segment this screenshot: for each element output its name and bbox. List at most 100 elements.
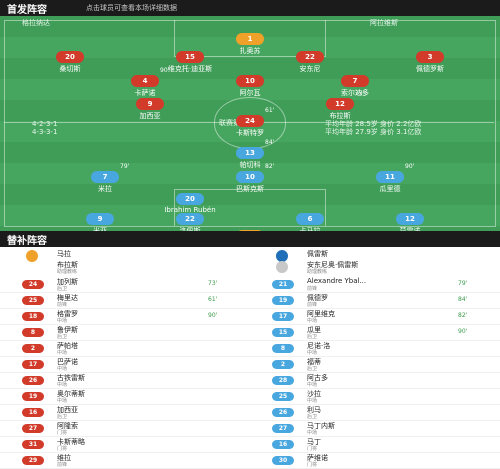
home-substitute[interactable]: 24 加列斯 后卫 73' bbox=[0, 277, 250, 292]
home-player[interactable]: 24 61' 卡斯特罗 bbox=[205, 107, 295, 138]
player-name: 尼诺·洛 bbox=[307, 342, 331, 350]
away-player[interactable]: 10 82' 巴斯克斯 bbox=[205, 163, 295, 194]
away-player[interactable]: 1萨乌尔 bbox=[205, 223, 295, 231]
player-name: 福蒂 bbox=[307, 358, 321, 366]
home-coach[interactable]: 马拉 bbox=[0, 247, 250, 265]
home-player[interactable]: 3 佩德罗斯 bbox=[385, 44, 475, 74]
player-name: 阿古多 bbox=[307, 374, 328, 382]
substitution-icon: 90' bbox=[208, 312, 218, 319]
player-position: 后卫 bbox=[57, 286, 68, 292]
away-substitute[interactable]: 8 尼诺·洛 中场 bbox=[250, 341, 500, 356]
player-number-badge: 19 bbox=[272, 296, 294, 305]
player-name: 阿隆索 bbox=[57, 422, 78, 430]
away-substitute[interactable]: 21 Alexandre Ybal... 前锋 79' bbox=[250, 277, 500, 292]
home-substitute[interactable]: 18 格雷罗 中场 90' bbox=[0, 309, 250, 324]
list-item: 18 格雷罗 中场 90' 17 阿里维克 中场 82' bbox=[0, 309, 500, 325]
player-name: 卡斯特罗 bbox=[236, 129, 264, 137]
substitution-icon: 90' bbox=[160, 67, 170, 74]
away-substitute[interactable]: 15 瓜里 后卫 90' bbox=[250, 325, 500, 340]
home-substitute[interactable]: 29 维拉 前锋 bbox=[0, 453, 250, 468]
home-substitute[interactable]: 31 卡斯蒂略 门将 bbox=[0, 437, 250, 452]
player-name: 瓜里德 bbox=[379, 185, 401, 193]
player-name: 佩德罗 bbox=[307, 294, 328, 302]
list-item: 26 古铁雷斯 中场 28 阿古多 中场 bbox=[0, 373, 500, 389]
home-assistant-coach[interactable]: 布拉斯 助理教练 bbox=[0, 260, 250, 278]
avatar bbox=[276, 261, 288, 273]
pitch-outline bbox=[4, 20, 496, 227]
player-position: 后卫 bbox=[57, 414, 68, 420]
player-number-badge: 9 bbox=[86, 213, 114, 225]
away-substitute[interactable]: 25 沙拉 中场 bbox=[250, 389, 500, 404]
substitution-icon: 90' bbox=[458, 328, 468, 335]
home-player[interactable]: 12 73' 布拉斯 bbox=[295, 90, 385, 121]
list-item: 31 卡斯蒂略 门将 16 马丁 门将 bbox=[0, 437, 500, 453]
away-assistant-coach[interactable]: 安东尼奥·佩雷斯 助理教练 bbox=[250, 260, 500, 278]
home-player[interactable]: 9 加西亚 bbox=[105, 91, 195, 121]
away-substitute[interactable]: 19 佩德罗 前锋 84' bbox=[250, 293, 500, 308]
home-player[interactable]: 4 90' 卡萨诺 bbox=[100, 67, 190, 98]
player-number-badge: 17 bbox=[22, 360, 44, 369]
home-substitute[interactable]: 25 梅里达 前锋 61' bbox=[0, 293, 250, 308]
home-substitute[interactable]: 16 加西亚 后卫 bbox=[0, 405, 250, 420]
player-number-badge: 8 bbox=[272, 344, 294, 353]
away-substitute[interactable]: 27 马丁内斯 中场 bbox=[250, 421, 500, 436]
away-player[interactable]: 9 米亚 bbox=[55, 206, 145, 231]
player-name: 梅里达 bbox=[57, 294, 78, 302]
list-item: 25 梅里达 前锋 61' 19 佩德罗 前锋 84' bbox=[0, 293, 500, 309]
home-player[interactable]: 7 索尔达多 bbox=[310, 68, 400, 98]
list-item: 29 维拉 前锋 30 萨维诺 门将 bbox=[0, 453, 500, 469]
home-player[interactable]: 20 桑切斯 bbox=[25, 44, 115, 74]
player-position: 后卫 bbox=[307, 366, 318, 372]
player-position: 中场 bbox=[307, 382, 318, 388]
away-substitute[interactable]: 16 马丁 门将 bbox=[250, 437, 500, 452]
away-substitute[interactable]: 26 利马 后卫 bbox=[250, 405, 500, 420]
away-player[interactable]: 22 洛佩斯 bbox=[145, 206, 235, 231]
substitution-icon: 73' bbox=[355, 90, 365, 97]
player-number-badge: 10 bbox=[236, 75, 264, 87]
player-number-badge: 11 bbox=[376, 171, 404, 183]
substitution-icon: 82' bbox=[265, 163, 275, 170]
player-number-badge: 21 bbox=[272, 280, 294, 289]
player-name: 古铁雷斯 bbox=[57, 374, 85, 382]
home-substitute[interactable]: 2 萨帕塔 中场 bbox=[0, 341, 250, 356]
player-number-badge: 16 bbox=[22, 408, 44, 417]
player-number-badge: 4 bbox=[131, 75, 159, 87]
player-number-badge: 10 bbox=[236, 171, 264, 183]
player-name: 卡马拉 bbox=[299, 227, 321, 231]
player-number-badge: 6 bbox=[296, 213, 324, 225]
home-substitute[interactable]: 19 奥尔蒂斯 中场 bbox=[0, 389, 250, 404]
home-player[interactable]: 15 维克托·迪亚斯 bbox=[145, 44, 235, 74]
player-number-badge: 3 bbox=[416, 51, 444, 63]
player-name: 加列斯 bbox=[57, 278, 78, 286]
player-number-badge: 1 bbox=[236, 230, 264, 231]
player-number-badge: 27 bbox=[22, 424, 44, 433]
away-substitute[interactable]: 2 福蒂 后卫 bbox=[250, 357, 500, 372]
home-player[interactable]: 22 安东尼 bbox=[265, 44, 355, 74]
away-player[interactable]: 7 79' 米拉 bbox=[60, 163, 150, 194]
away-player[interactable]: 11 90' 瓜里德 bbox=[345, 163, 435, 194]
player-number-badge: 22 bbox=[296, 51, 324, 63]
away-substitute[interactable]: 28 阿古多 中场 bbox=[250, 373, 500, 388]
away-substitute[interactable]: 17 阿里维克 中场 82' bbox=[250, 309, 500, 324]
substitution-icon: 90' bbox=[405, 163, 415, 170]
player-position: 中场 bbox=[307, 430, 318, 436]
player-number-badge: 7 bbox=[341, 75, 369, 87]
away-assistant-name: 安东尼奥·佩雷斯 bbox=[307, 261, 359, 269]
home-substitute[interactable]: 27 阿隆索 门将 bbox=[0, 421, 250, 436]
away-player[interactable]: 12 莫雷诺 bbox=[365, 206, 455, 231]
player-name: 安东尼 bbox=[299, 65, 321, 73]
substitution-icon: 61' bbox=[265, 107, 275, 114]
home-player[interactable]: 10 阿尔瓦 bbox=[205, 68, 295, 98]
home-player[interactable]: 1 扎奥苏 bbox=[205, 26, 295, 56]
player-number-badge: 30 bbox=[272, 456, 294, 465]
away-player[interactable]: 6 卡马拉 bbox=[265, 206, 355, 231]
away-substitute[interactable]: 30 萨维诺 门将 bbox=[250, 453, 500, 468]
away-coach[interactable]: 佩雷斯 bbox=[250, 247, 500, 265]
starting-lineup-header: 首发阵容 点击球员可查看本场详细数据 bbox=[0, 0, 500, 16]
home-substitute[interactable]: 8 鲁伊斯 后卫 bbox=[0, 325, 250, 340]
home-substitute[interactable]: 26 古铁雷斯 中场 bbox=[0, 373, 250, 388]
away-player[interactable]: 20 Ibrahim Rubén bbox=[145, 186, 235, 214]
home-substitute[interactable]: 17 巴萨诺 中场 bbox=[0, 357, 250, 372]
away-player[interactable]: 13 84' 帕切科 bbox=[205, 139, 295, 170]
player-name: 扎奥苏 bbox=[239, 47, 261, 55]
